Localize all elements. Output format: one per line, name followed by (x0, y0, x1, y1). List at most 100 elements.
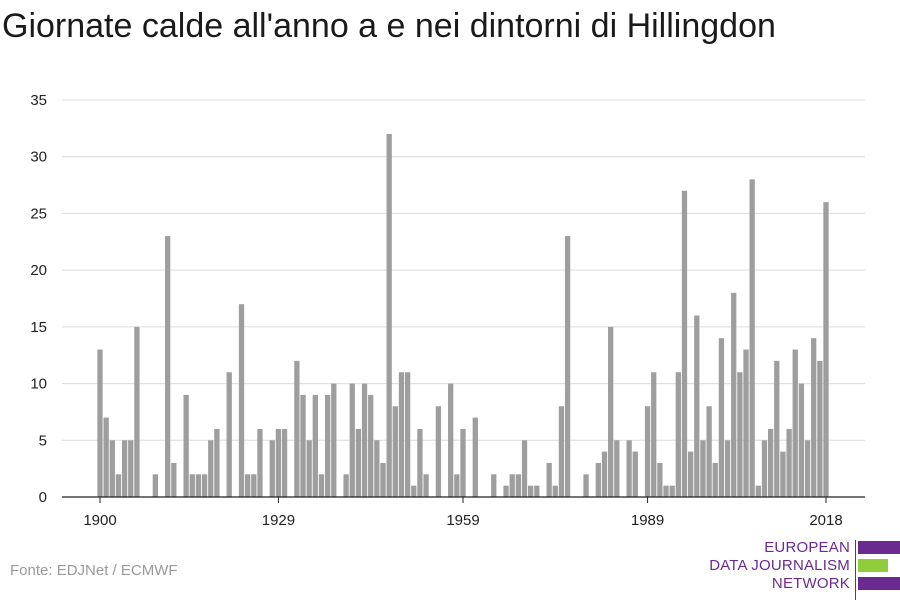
bar-1958 (454, 474, 460, 497)
bar-1941 (349, 383, 355, 497)
bar-1999 (706, 406, 712, 497)
y-tick-label: 20 (30, 262, 47, 279)
bar-1901 (103, 417, 109, 497)
bar-1933 (300, 394, 306, 497)
bar-1967 (509, 474, 515, 497)
bar-1953 (423, 474, 429, 497)
bar-1991 (657, 462, 663, 497)
bar-2012 (786, 428, 792, 497)
bar-1964 (491, 474, 497, 497)
bar-1973 (546, 462, 552, 497)
bar-2008 (761, 440, 768, 497)
bar-1903 (115, 474, 122, 497)
bar-1905 (128, 440, 134, 497)
bar-1998 (700, 440, 706, 497)
bar-2011 (780, 451, 786, 497)
bar-2018 (823, 202, 829, 497)
bar-1932 (294, 360, 300, 497)
bar-1984 (614, 440, 620, 497)
bar-1918 (208, 440, 214, 497)
bar-1914 (183, 394, 189, 497)
bar-1975 (558, 406, 565, 497)
x-tick-label: 1959 (446, 512, 479, 529)
bar-2003 (731, 292, 737, 497)
bar-1968 (515, 474, 522, 497)
logo-line-1: EUROPEAN (764, 539, 850, 556)
bar-1982 (601, 451, 608, 497)
bar-1989 (644, 406, 651, 497)
bar-1994 (675, 372, 681, 497)
bar-1923 (238, 304, 245, 497)
bar-1993 (669, 485, 675, 497)
bar-1955 (435, 406, 442, 497)
x-tick-label: 1989 (631, 512, 664, 529)
bar-1904 (121, 440, 128, 497)
bars (97, 134, 829, 498)
bar-2017 (817, 360, 823, 497)
bar-1926 (257, 428, 263, 497)
bar-1995 (681, 190, 688, 498)
logo-divider (855, 540, 856, 600)
bar-1957 (448, 383, 454, 497)
y-tick-label: 15 (30, 319, 47, 336)
bar-2013 (792, 349, 798, 497)
bar-1949 (398, 372, 405, 497)
bar-1902 (109, 440, 115, 497)
y-tick-label: 0 (39, 489, 47, 506)
bar-2016 (811, 338, 817, 497)
bar-1945 (374, 440, 380, 497)
bar-1966 (503, 485, 509, 497)
bar-1987 (632, 451, 638, 497)
bar-2009 (767, 428, 774, 497)
y-tick-label: 5 (39, 432, 47, 449)
bar-1937 (325, 394, 331, 497)
bar-1947 (386, 134, 392, 497)
bar-1936 (318, 474, 325, 497)
bar-2014 (798, 383, 805, 497)
bar-1951 (411, 485, 417, 497)
y-tick-label: 30 (30, 149, 47, 166)
bar-1997 (694, 315, 700, 497)
bar-2015 (804, 440, 811, 497)
bar-1938 (331, 383, 337, 497)
bar-1919 (214, 428, 220, 497)
bar-1946 (380, 462, 386, 497)
bar-1928 (269, 440, 275, 497)
bar-1935 (312, 394, 318, 497)
bar-1981 (595, 462, 601, 497)
bar-2002 (724, 440, 731, 497)
bar-1996 (688, 451, 694, 497)
bar-1921 (226, 372, 232, 497)
chart-title: Giornate calde all'anno a e nei dintorni… (2, 7, 776, 45)
x-tick-label: 1929 (262, 512, 295, 529)
y-tick-labels: 0 5 10 15 20 25 30 35 (30, 92, 47, 506)
bar-1916 (195, 474, 202, 497)
bar-1950 (404, 372, 411, 497)
bar-1906 (134, 326, 140, 497)
bar-1961 (472, 417, 478, 497)
x-tick-label: 1900 (83, 512, 116, 529)
bar-chart: 0 5 10 15 20 25 30 35 1900 1929 1959 1989 2018 (30, 92, 865, 529)
logo-line-2: DATA JOURNALISM (709, 557, 850, 574)
bar-1915 (189, 474, 195, 497)
bar-1979 (583, 474, 589, 497)
bar-1909 (152, 474, 159, 497)
bar-1974 (552, 485, 558, 497)
logo-bar-3 (858, 577, 900, 590)
x-tick-label: 2018 (809, 512, 842, 529)
y-tick-label: 25 (30, 205, 47, 222)
bar-1986 (626, 440, 632, 497)
bar-2007 (755, 485, 761, 497)
bar-2001 (718, 338, 725, 497)
bar-2005 (743, 349, 749, 497)
bar-2004 (737, 372, 743, 497)
bar-1900 (97, 349, 103, 497)
bar-1940 (343, 474, 349, 497)
logo-line-3: NETWORK (771, 575, 850, 592)
bar-1942 (355, 428, 362, 497)
bar-1924 (245, 474, 251, 497)
bar-1944 (368, 394, 374, 497)
bar-1929 (275, 428, 282, 497)
x-ticks: 1900 1929 1959 1989 2018 (83, 497, 843, 529)
y-tick-label: 35 (30, 92, 47, 109)
